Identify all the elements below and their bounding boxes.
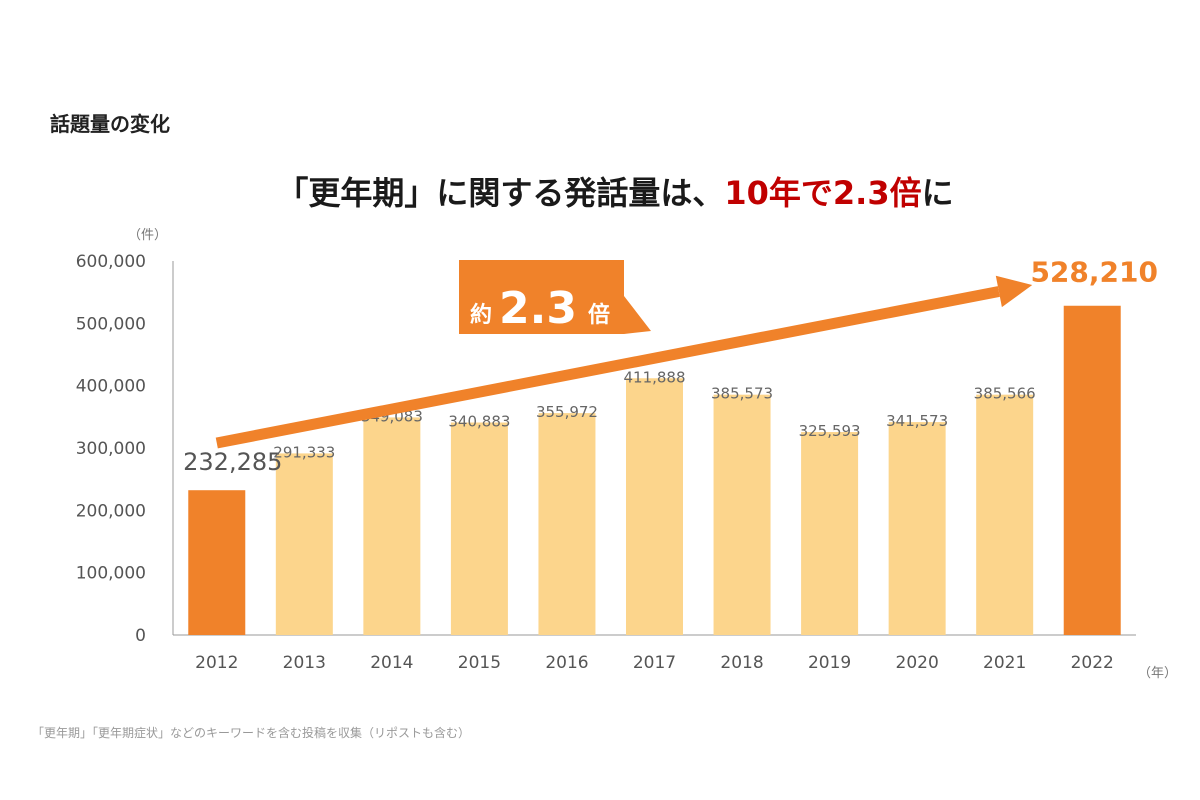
data-label-2022: 528,210 xyxy=(1030,256,1158,289)
bar-2020 xyxy=(888,422,946,635)
data-label-2013: 291,333 xyxy=(273,443,335,461)
data-label-2012: 232,285 xyxy=(183,448,282,476)
badge-prefix: 約 xyxy=(470,302,492,328)
headline-suffix: に xyxy=(921,174,954,212)
section-title: 話題量の変化 xyxy=(50,112,170,136)
trend-arrow xyxy=(215,275,1033,449)
x-tick-label: 2020 xyxy=(896,653,939,673)
x-tick-label: 2012 xyxy=(195,653,238,673)
data-label-2019: 325,593 xyxy=(799,422,861,440)
footnote: 「更年期」「更年期症状」などのキーワードを含む投稿を収集（リポストも含む） xyxy=(32,726,471,740)
x-tick-label: 2015 xyxy=(458,653,501,673)
bar-2018 xyxy=(713,394,771,635)
growth-badge: 約 2.3 倍 xyxy=(459,260,651,334)
headline-prefix: 「更年期」に関する発話量は、 xyxy=(276,174,725,212)
badge-box xyxy=(459,260,651,334)
x-tick-label: 2021 xyxy=(983,653,1026,673)
trend-arrow-shaft xyxy=(215,286,1000,449)
y-axis-unit-label: （件） xyxy=(128,228,168,243)
bar-2019 xyxy=(801,432,859,635)
data-label-2017: 411,888 xyxy=(623,368,685,386)
bar-2017 xyxy=(626,378,683,635)
y-tick-label: 300,000 xyxy=(76,439,146,459)
data-label-2020: 341,573 xyxy=(886,412,948,430)
trend-arrow-head xyxy=(995,275,1033,308)
data-label-2015: 340,883 xyxy=(448,413,510,431)
bar-2015 xyxy=(450,422,508,635)
x-tick-label: 2019 xyxy=(808,653,851,673)
bar-2012 xyxy=(188,490,246,635)
x-tick-label: 2022 xyxy=(1071,653,1114,673)
chart-headline: 「更年期」に関する発話量は、10年で2.3倍に xyxy=(0,168,1200,214)
y-tick-label: 500,000 xyxy=(76,314,146,334)
y-tick-label: 0 xyxy=(135,626,146,646)
y-axis-ticks: 0 100,000 200,000 300,000 400,000 500,000 600,… xyxy=(76,252,146,646)
bar-2013 xyxy=(275,453,333,635)
y-tick-label: 100,000 xyxy=(76,564,146,584)
badge-value: 2.3 xyxy=(499,283,577,334)
y-tick-label: 200,000 xyxy=(76,501,146,521)
bars-group xyxy=(188,305,1121,635)
x-tick-label: 2016 xyxy=(545,653,588,673)
data-label-2016: 355,972 xyxy=(536,403,598,421)
x-tick-label: 2018 xyxy=(720,653,763,673)
y-tick-label: 600,000 xyxy=(76,252,146,272)
badge-suffix: 倍 xyxy=(588,302,610,328)
y-tick-label: 400,000 xyxy=(76,377,146,397)
x-tick-label: 2013 xyxy=(283,653,326,673)
x-axis-unit-label: （年） xyxy=(1138,666,1178,681)
x-axis-ticks: 2012 2013 2014 2015 2016 2017 2018 2019 2020 2021… xyxy=(195,653,1114,673)
bar-2014 xyxy=(363,417,421,635)
x-tick-label: 2014 xyxy=(370,653,413,673)
bar-2022 xyxy=(1063,305,1121,635)
bar-2016 xyxy=(538,413,596,635)
headline-highlight: 10年で2.3倍 xyxy=(724,174,922,212)
bar-2021 xyxy=(976,394,1034,635)
data-label-2018: 385,573 xyxy=(711,385,773,403)
x-tick-label: 2017 xyxy=(633,653,676,673)
data-label-2021: 385,566 xyxy=(974,385,1036,403)
